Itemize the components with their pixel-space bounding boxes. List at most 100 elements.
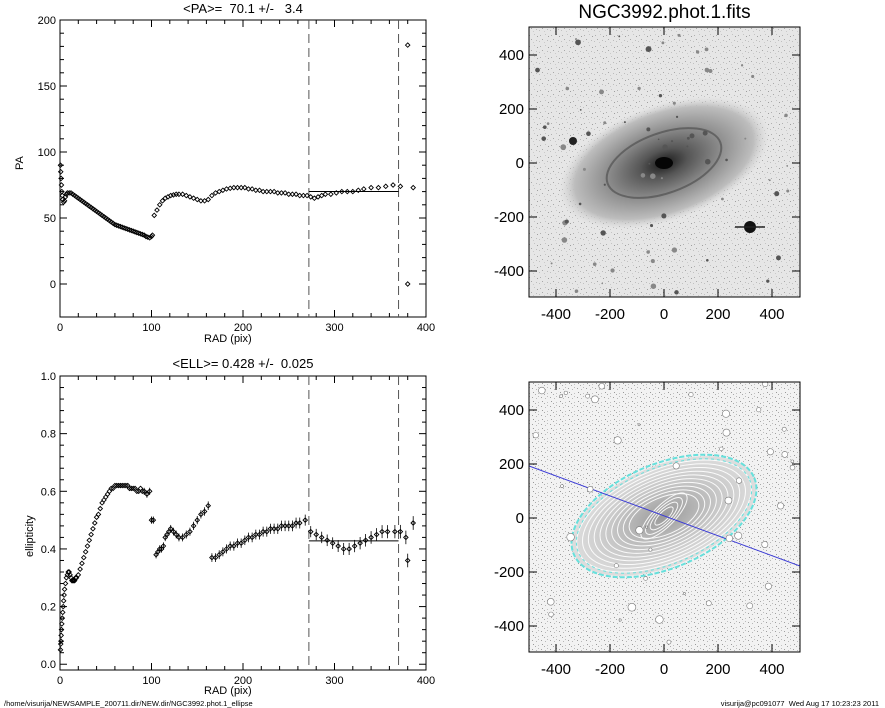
image-x-tick-label: 400 (759, 306, 784, 323)
field-star (740, 64, 744, 67)
isophote (617, 485, 711, 547)
isophote (649, 501, 679, 531)
data-point (362, 537, 369, 544)
pa-title: <PA>= 70.1 +/- 3.4 (183, 1, 303, 16)
data-point (75, 572, 82, 578)
data-point (97, 505, 104, 512)
field-star (582, 167, 586, 171)
field-star (657, 138, 660, 141)
x-tick-label: 0 (57, 322, 63, 334)
x-tick-label: 300 (325, 322, 343, 334)
data-point (150, 517, 157, 523)
data-point (58, 626, 65, 633)
data-point (66, 190, 72, 196)
data-point (176, 534, 182, 541)
data-point (245, 534, 252, 541)
data-point (249, 186, 255, 192)
field-star (774, 191, 780, 197)
data-point (167, 192, 174, 199)
image-title: NGC3992.phot.1.fits (578, 2, 751, 23)
isophote (587, 466, 741, 566)
data-point (216, 551, 223, 558)
data-point (278, 190, 285, 196)
field-star (661, 213, 667, 219)
masked-star (725, 534, 733, 542)
field-star (686, 136, 690, 140)
field-star (649, 223, 654, 228)
masked-star (613, 563, 619, 569)
data-point (384, 528, 391, 535)
image-y-tick-label: 200 (499, 101, 524, 118)
outer-isophote (570, 453, 758, 579)
data-point (84, 543, 91, 549)
masked-star (637, 423, 641, 427)
outer-isophote-inner (575, 458, 753, 574)
field-star (704, 67, 710, 73)
data-point (179, 534, 186, 541)
field-star (744, 137, 747, 140)
data-point (410, 520, 417, 526)
field-star (721, 197, 724, 201)
image-x-tick-label: 400 (759, 661, 784, 678)
data-point (58, 175, 64, 182)
field-star (650, 283, 657, 289)
y-tick-label: 100 (38, 147, 56, 159)
masked-star (682, 592, 686, 595)
field-star (600, 230, 606, 236)
masked-star (566, 533, 575, 542)
masked-star (591, 395, 599, 404)
field-star (586, 131, 591, 136)
isophote (622, 489, 706, 543)
ell-marks (57, 376, 417, 670)
ell-ticks: 0 100 200 300 400 0.0 0.2 0.4 0.6 0.8 1.0 (41, 371, 435, 687)
ellipse-fit-image: -400 -200 0 200 400 400 200 0 -200 -400 (494, 381, 801, 678)
data-point (146, 488, 153, 495)
data-point (340, 546, 347, 552)
data-point (220, 548, 226, 555)
data-point (130, 485, 137, 492)
data-point (238, 540, 245, 547)
data-point (234, 184, 241, 191)
field-star (670, 140, 674, 143)
x-tick-label: 400 (417, 675, 435, 687)
field-star (674, 290, 679, 295)
masked-star (705, 600, 712, 607)
field-star (677, 33, 681, 37)
data-point (293, 191, 299, 198)
data-point (126, 485, 133, 492)
field-star (565, 86, 570, 91)
field-star (640, 173, 646, 178)
data-point (95, 511, 102, 518)
data-point (328, 191, 334, 198)
y-tick-label: 0.0 (41, 659, 56, 671)
data-point (198, 511, 204, 518)
field-star (623, 121, 626, 124)
field-star (658, 93, 663, 98)
data-point (329, 540, 336, 547)
galaxy-nucleus (655, 157, 673, 169)
field-star (671, 247, 678, 253)
masked-star (734, 531, 743, 540)
data-point (324, 537, 331, 544)
data-point (113, 482, 120, 489)
y-tick-label: 0.4 (41, 544, 56, 556)
image-x-tick-label: -200 (595, 306, 625, 323)
masked-star (719, 446, 724, 452)
field-star (645, 46, 652, 53)
data-point (108, 485, 115, 492)
ellipse-fit-ticks: -400 -200 0 200 400 400 200 0 -200 -400 (494, 382, 800, 678)
data-point (346, 546, 352, 552)
data-point (205, 502, 212, 509)
image-y-tick-label: 200 (499, 456, 524, 473)
x-tick-label: 100 (142, 675, 160, 687)
field-star (564, 219, 569, 224)
image-y-tick-label: -400 (494, 618, 524, 635)
data-point (252, 187, 259, 194)
data-point (263, 188, 270, 195)
masked-star (559, 394, 563, 398)
field-star (646, 250, 650, 254)
pa-ticks: 0 100 200 300 400 0 50 100 150 200 (38, 15, 436, 334)
field-star (541, 136, 547, 141)
data-point (285, 523, 292, 529)
field-star (776, 255, 781, 261)
